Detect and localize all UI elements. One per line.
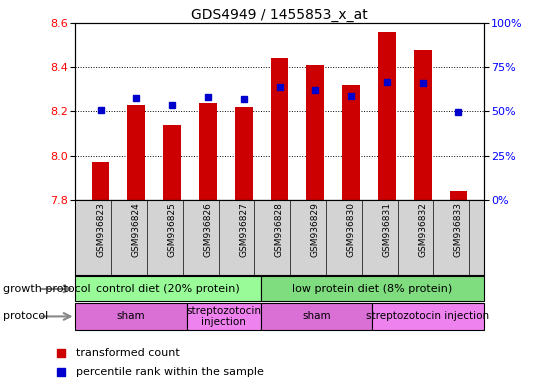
- Bar: [75, 276, 261, 301]
- Text: percentile rank within the sample: percentile rank within the sample: [76, 367, 264, 377]
- Text: control diet (20% protein): control diet (20% protein): [96, 284, 240, 294]
- Bar: [199, 103, 217, 200]
- Bar: [378, 32, 396, 200]
- Text: GSM936828: GSM936828: [275, 202, 284, 257]
- Bar: [342, 85, 360, 200]
- Bar: [261, 303, 372, 330]
- Text: low protein diet (8% protein): low protein diet (8% protein): [292, 284, 452, 294]
- Text: GSM936831: GSM936831: [382, 202, 391, 257]
- Bar: [449, 191, 467, 200]
- Text: growth protocol: growth protocol: [3, 284, 91, 294]
- Text: streptozotocin
injection: streptozotocin injection: [186, 306, 262, 327]
- Text: GSM936825: GSM936825: [168, 202, 177, 257]
- Text: GSM936824: GSM936824: [132, 202, 141, 257]
- Bar: [235, 107, 253, 200]
- Text: protocol: protocol: [3, 311, 48, 321]
- Text: GSM936823: GSM936823: [96, 202, 105, 257]
- Bar: [306, 65, 324, 200]
- Bar: [414, 50, 432, 200]
- Text: transformed count: transformed count: [76, 348, 179, 358]
- Text: GSM936832: GSM936832: [418, 202, 427, 257]
- Bar: [75, 303, 187, 330]
- Bar: [261, 276, 484, 301]
- Text: streptozotocin injection: streptozotocin injection: [366, 311, 490, 321]
- Text: GSM936826: GSM936826: [203, 202, 212, 257]
- Text: GSM936829: GSM936829: [311, 202, 320, 257]
- Bar: [92, 162, 110, 200]
- Bar: [271, 58, 288, 200]
- Text: GSM936833: GSM936833: [454, 202, 463, 257]
- Title: GDS4949 / 1455853_x_at: GDS4949 / 1455853_x_at: [191, 8, 368, 22]
- Text: GSM936830: GSM936830: [347, 202, 356, 257]
- Text: sham: sham: [117, 311, 145, 321]
- Bar: [127, 105, 145, 200]
- Text: sham: sham: [302, 311, 331, 321]
- Text: GSM936827: GSM936827: [239, 202, 248, 257]
- Bar: [163, 125, 181, 200]
- Bar: [372, 303, 484, 330]
- Bar: [187, 303, 261, 330]
